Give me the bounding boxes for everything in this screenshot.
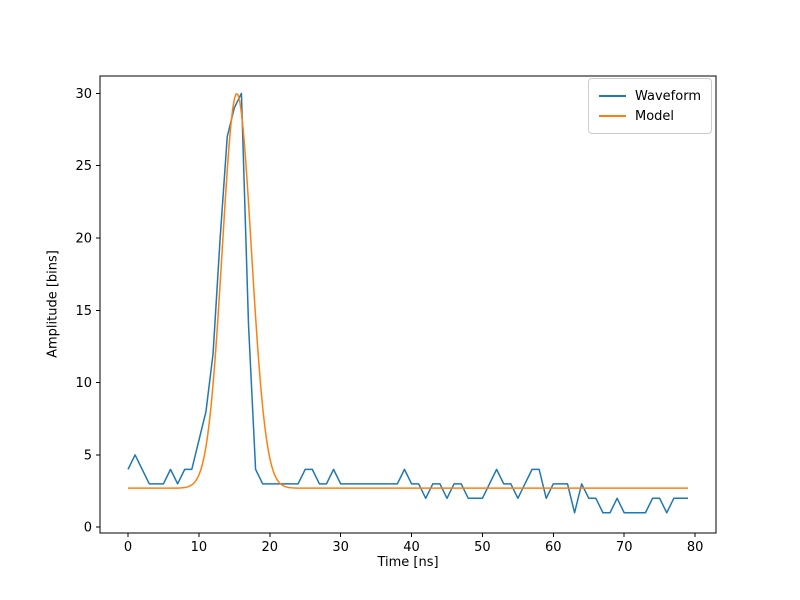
legend-label-waveform: Waveform bbox=[635, 88, 701, 104]
y-tick-label: 25 bbox=[75, 159, 92, 174]
x-tick-label: 50 bbox=[474, 540, 491, 555]
x-tick-label: 30 bbox=[332, 540, 349, 555]
y-tick-label: 20 bbox=[75, 231, 92, 246]
waveform-line bbox=[127, 92, 688, 514]
y-tick-label: 0 bbox=[84, 521, 92, 536]
y-tick-label: 15 bbox=[75, 304, 92, 319]
model-line bbox=[128, 93, 688, 489]
legend: Waveform Model bbox=[588, 78, 712, 134]
x-tick-label: 10 bbox=[191, 540, 208, 555]
x-tick-label: 70 bbox=[616, 540, 633, 555]
x-tick-label: 40 bbox=[403, 540, 420, 555]
legend-label-model: Model bbox=[635, 108, 675, 124]
x-tick-label: 80 bbox=[687, 540, 704, 555]
waveform-line-swatch bbox=[599, 95, 626, 97]
x-axis-label: Time [ns] bbox=[377, 555, 439, 570]
legend-item-model: Model bbox=[599, 106, 701, 126]
model-line-swatch bbox=[599, 115, 626, 117]
legend-item-waveform: Waveform bbox=[599, 86, 701, 106]
y-tick-label: 5 bbox=[84, 448, 92, 463]
axes-frame bbox=[99, 75, 717, 534]
x-tick-label: 20 bbox=[261, 540, 278, 555]
y-tick-label: 10 bbox=[75, 376, 92, 391]
x-tick-label: 60 bbox=[545, 540, 562, 555]
y-tick-label: 30 bbox=[75, 87, 92, 102]
x-tick-label: 0 bbox=[124, 540, 132, 555]
y-axis-label: Amplitude [bins] bbox=[45, 250, 61, 358]
